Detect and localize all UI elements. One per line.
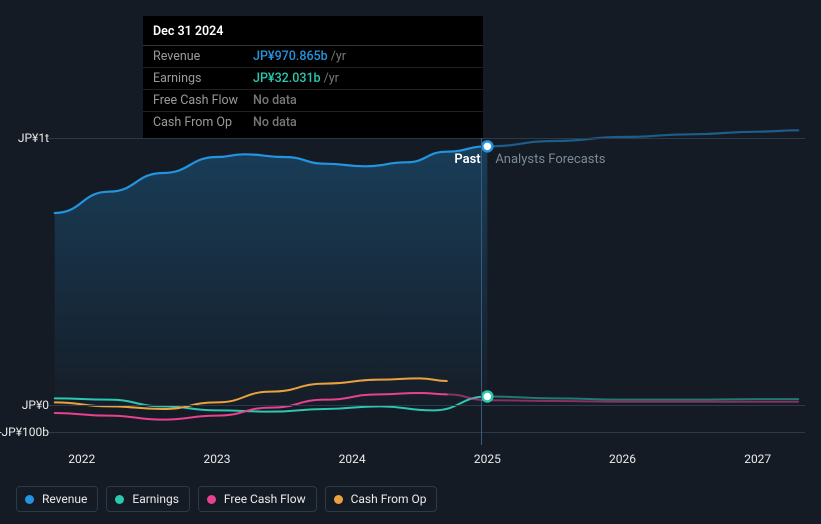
legend: Revenue Earnings Free Cash Flow Cash From O… — [16, 486, 437, 512]
tooltip-value: JP¥32.031b — [253, 71, 321, 86]
hover-tooltip: Dec 31 2024 RevenueJP¥970.865b/yrEarning… — [143, 16, 483, 138]
x-axis-label: 2025 — [474, 452, 501, 466]
tooltip-value: No data — [253, 93, 297, 108]
tooltip-key: Cash From Op — [153, 115, 253, 130]
y-axis-label: JP¥0 — [22, 398, 49, 412]
gridline — [48, 432, 805, 433]
y-axis-label: -JP¥100b — [0, 425, 49, 439]
tooltip-row: Cash From OpNo data — [143, 112, 483, 138]
x-axis-label: 2023 — [203, 452, 230, 466]
x-axis-label: 2026 — [609, 452, 636, 466]
gridline — [48, 405, 805, 406]
legend-dot-icon — [334, 495, 343, 504]
legend-label: Cash From Op — [351, 492, 427, 506]
tooltip-unit: /yr — [331, 49, 346, 64]
legend-label: Revenue — [42, 492, 87, 506]
tooltip-key: Free Cash Flow — [153, 93, 253, 108]
x-axis-label: 2022 — [68, 452, 95, 466]
tooltip-key: Revenue — [153, 49, 253, 64]
period-label-past: Past — [454, 152, 480, 167]
hover-dot-earnings — [482, 391, 492, 401]
y-axis-label: JP¥1t — [18, 131, 49, 145]
tooltip-title: Dec 31 2024 — [143, 16, 483, 46]
hover-line — [481, 125, 482, 445]
gridline — [48, 138, 805, 139]
legend-dot-icon — [207, 495, 216, 504]
period-label-forecast: Analysts Forecasts — [495, 152, 605, 167]
legend-item-revenue[interactable]: Revenue — [16, 486, 98, 512]
legend-dot-icon — [25, 495, 34, 504]
tooltip-row: Free Cash FlowNo data — [143, 90, 483, 112]
legend-item-cfo[interactable]: Cash From Op — [325, 486, 438, 512]
x-axis-label: 2027 — [744, 452, 771, 466]
legend-label: Earnings — [132, 492, 179, 506]
legend-label: Free Cash Flow — [224, 492, 306, 506]
series-line-forecast-fcf[interactable] — [447, 394, 798, 401]
legend-item-fcf[interactable]: Free Cash Flow — [198, 486, 317, 512]
legend-item-earnings[interactable]: Earnings — [106, 486, 190, 512]
chart-svg[interactable] — [48, 125, 805, 445]
tooltip-row: RevenueJP¥970.865b/yr — [143, 46, 483, 68]
hover-dot-revenue — [482, 141, 492, 151]
x-axis-label: 2024 — [339, 452, 366, 466]
tooltip-value: JP¥970.865b — [253, 49, 328, 64]
tooltip-row: EarningsJP¥32.031b/yr — [143, 68, 483, 90]
legend-dot-icon — [115, 495, 124, 504]
series-area-revenue — [55, 146, 488, 405]
chart-area: JP¥1tJP¥0-JP¥100b20222023202420252026202… — [16, 125, 805, 445]
tooltip-value: No data — [253, 115, 297, 130]
tooltip-key: Earnings — [153, 71, 253, 86]
series-line-forecast-earnings[interactable] — [487, 396, 798, 399]
tooltip-unit: /yr — [324, 71, 339, 86]
